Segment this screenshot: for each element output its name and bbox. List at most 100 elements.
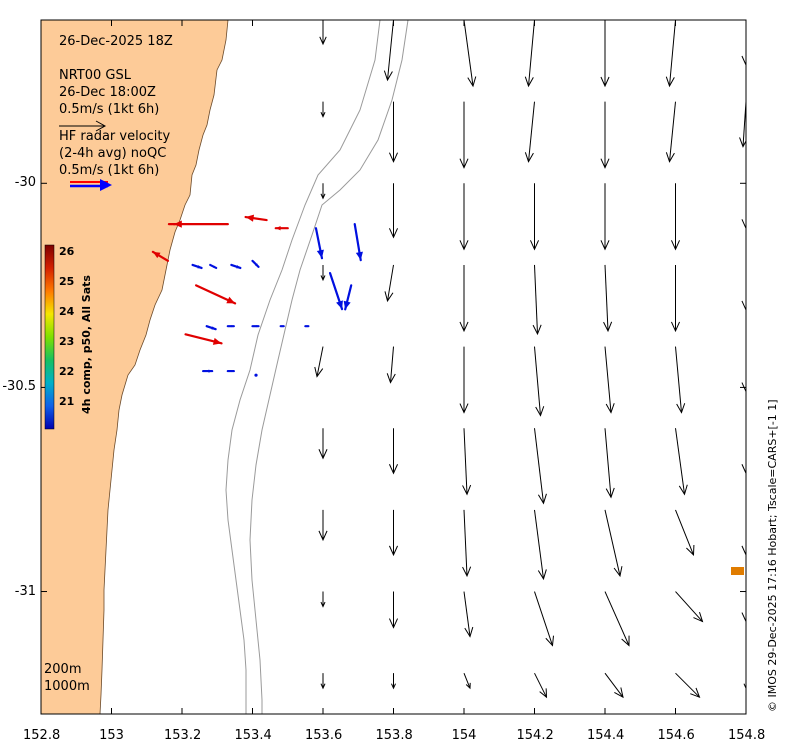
gsl-arrow: [463, 591, 474, 638]
gsl-arrow: [675, 509, 695, 557]
gsl-arrow: [741, 591, 746, 623]
lon-tick-label: 153.6: [305, 728, 343, 743]
gsl-arrow: [524, 20, 535, 88]
radar-arrow-blue: [205, 325, 217, 331]
contour-200m: [225, 20, 381, 714]
radar-arrow-blue: [251, 325, 260, 328]
gsl-arrow: [320, 101, 326, 118]
gsl-arrow: [675, 346, 686, 414]
radar-title: HF radar velocity: [59, 129, 171, 144]
gsl-scale: 0.5m/s (1kt 6h): [59, 102, 160, 117]
date-label: 26-Dec-2025 18Z: [59, 34, 173, 49]
gsl-arrow: [459, 346, 469, 414]
station-marker: [731, 567, 744, 575]
radar-arrow-red: [274, 226, 289, 231]
gsl-arrow: [665, 101, 676, 163]
radar-arrow-red: [167, 223, 177, 226]
gsl-arrow: [604, 509, 623, 578]
gsl-arrow: [388, 509, 399, 557]
colorbar-tick: 22: [59, 365, 75, 378]
gsl-arrow: [529, 183, 540, 251]
gsl-arrow: [459, 101, 469, 169]
gsl-arrow: [383, 20, 394, 82]
gsl-arrow: [524, 101, 535, 163]
gsl-arrow: [600, 20, 610, 88]
gsl-arrow: [318, 428, 328, 460]
lat-tick-label: -30.5: [2, 379, 36, 395]
radar-vector-layer: [151, 214, 363, 377]
gsl-arrow: [320, 673, 326, 690]
lon-tick-label: 154: [451, 728, 477, 743]
gsl-arrow: [318, 509, 328, 542]
gsl-arrow: [320, 183, 326, 200]
gsl-arrow: [462, 428, 472, 496]
colorbar-tick: 24: [59, 305, 75, 318]
gsl-arrow: [604, 672, 624, 699]
gsl-arrow: [670, 183, 681, 251]
lon-tick-label: 154.2: [516, 728, 554, 743]
radar-arrow-red: [184, 333, 223, 345]
radar-arrow-red: [151, 250, 169, 262]
lon-tick-label: 154.8: [728, 728, 766, 743]
radar-arrow-blue: [328, 272, 344, 311]
gsl-arrow: [463, 672, 471, 690]
radar-arrow-red: [195, 284, 237, 305]
lon-tick-label: 154.6: [657, 728, 695, 743]
gsl-arrow: [534, 672, 548, 699]
gsl-arrow: [463, 20, 477, 88]
gsl-arrow: [320, 591, 326, 608]
radar-arrow-blue: [251, 259, 260, 268]
gsl-time: 26-Dec 18:00Z: [59, 85, 156, 100]
gsl-title: NRT00 GSL: [59, 68, 131, 83]
gsl-arrow: [384, 264, 394, 303]
gsl-arrow: [603, 264, 613, 333]
gsl-arrow: [459, 183, 469, 251]
radar-arrow-blue: [254, 373, 258, 377]
contour-200-label: 200m: [44, 662, 82, 677]
radar-arrow-blue: [226, 325, 235, 328]
gsl-arrow: [534, 591, 554, 647]
contour-1000m: [249, 20, 409, 714]
gsl-arrow: [314, 346, 324, 378]
colorbar-tick: 26: [59, 245, 75, 258]
gsl-arrow: [675, 672, 701, 699]
contour-1000-label: 1000m: [44, 679, 90, 694]
radar-arrow-blue: [353, 223, 363, 262]
radar-arrow-blue: [314, 227, 324, 260]
gsl-arrow: [534, 509, 547, 581]
radar-arrow-blue: [226, 369, 235, 373]
legend-radar-arrow: [70, 179, 112, 191]
radar-arrow-blue: [279, 325, 285, 328]
lat-tick-label: -31: [14, 583, 36, 599]
gsl-arrow: [462, 509, 472, 578]
gsl-arrow: [459, 264, 469, 333]
radar-arrow-blue: [191, 263, 203, 270]
gsl-arrow: [386, 346, 396, 384]
gsl-arrow: [534, 428, 547, 505]
gsl-arrow: [604, 346, 615, 414]
radar-arrow-blue: [343, 284, 353, 311]
gsl-arrow: [388, 183, 399, 239]
gsl-arrow: [388, 428, 399, 475]
credit-text: © IMOS 29-Dec-2025 17:16 Hobart; Tscale=…: [766, 399, 779, 712]
gsl-arrow: [600, 183, 610, 251]
lon-tick-label: 153: [99, 728, 124, 743]
gsl-arrow: [665, 20, 676, 88]
gsl-arrow: [670, 264, 681, 333]
gsl-arrow: [743, 673, 746, 690]
lon-tick-label: 153.2: [164, 728, 202, 743]
lon-tick-label: 153.4: [234, 728, 272, 743]
colorbar-tick: 25: [59, 275, 75, 288]
land: [41, 20, 229, 714]
lon-tick-label: 152.8: [23, 728, 61, 743]
radar-arrow-blue: [230, 263, 242, 270]
gsl-arrow: [741, 20, 746, 67]
gsl-arrow: [391, 673, 396, 690]
gsl-arrow: [675, 591, 704, 623]
gsl-arrow: [532, 264, 542, 336]
gsl-arrow: [604, 591, 630, 647]
radar-sub: (2-4h avg) noQC: [59, 146, 167, 161]
gsl-arrow: [741, 346, 746, 393]
lon-tick-label: 153.8: [375, 728, 413, 743]
